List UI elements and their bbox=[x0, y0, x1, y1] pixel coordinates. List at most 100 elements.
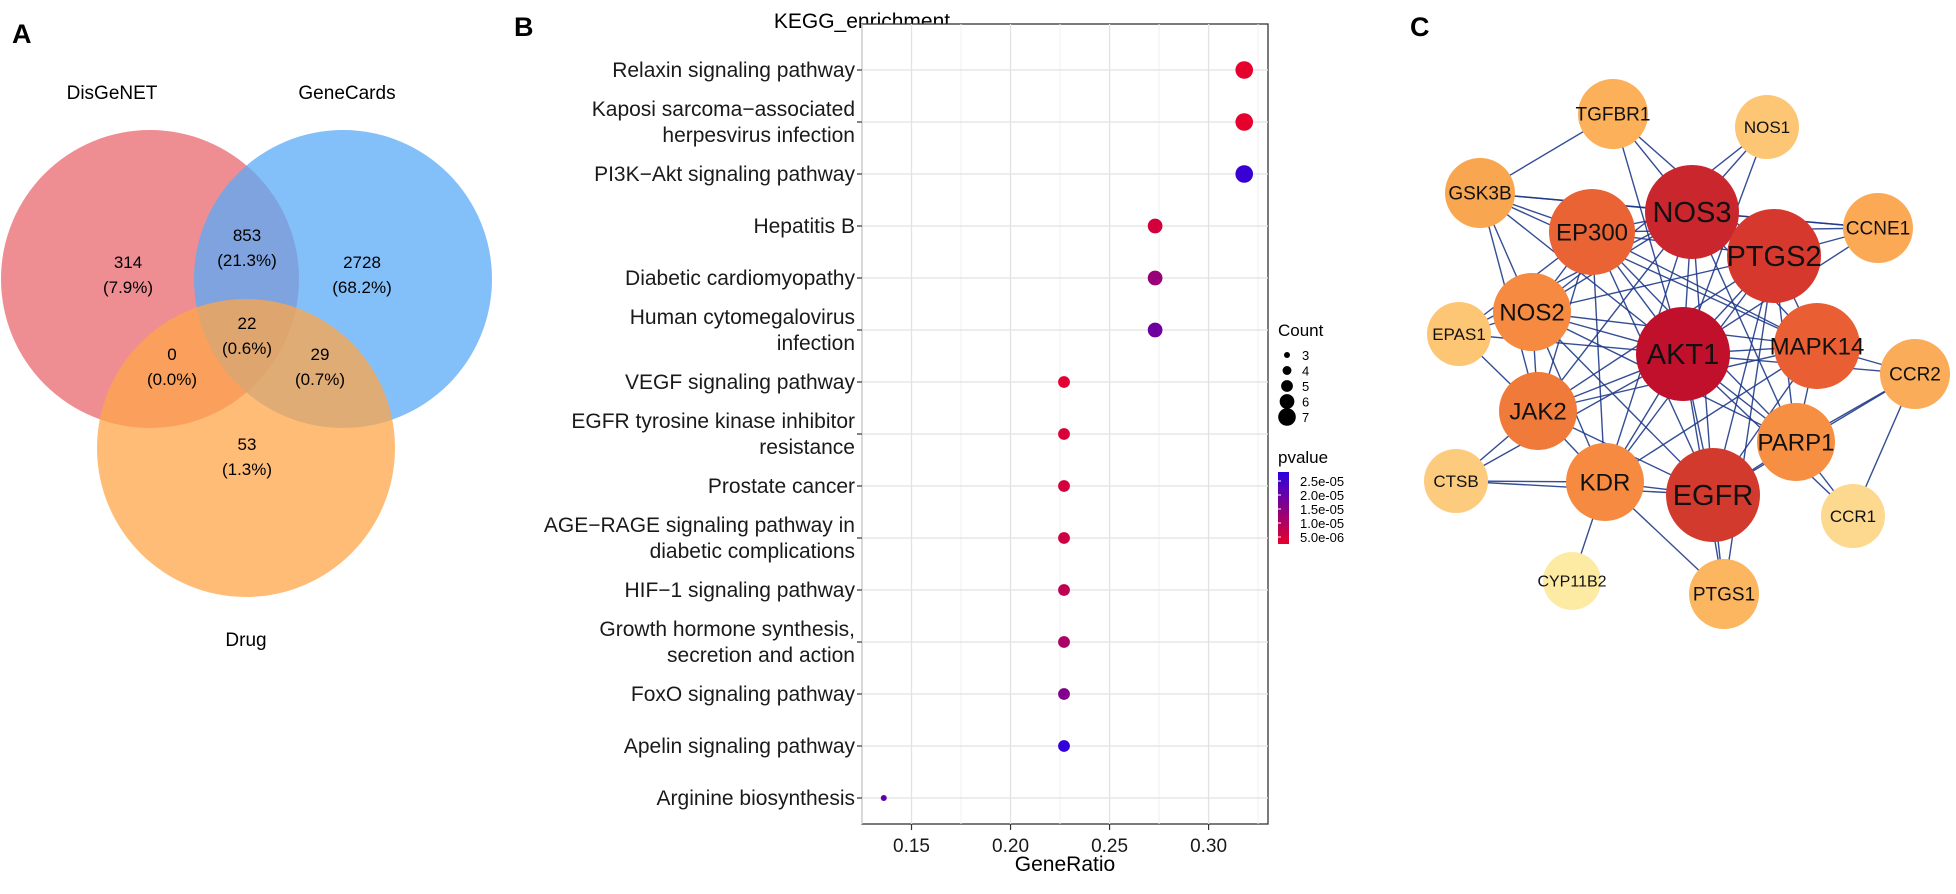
dot-point bbox=[1235, 61, 1254, 79]
venn-count: 29 bbox=[311, 345, 330, 364]
network-node-label: PTGS1 bbox=[1693, 585, 1755, 606]
pathway-label: Arginine biosynthesis bbox=[657, 787, 855, 810]
network-node-circle bbox=[1821, 484, 1885, 548]
color-legend-labels: 2.5e-052.0e-051.5e-051.0e-055.0e-06 bbox=[1278, 474, 1344, 545]
network-node-egfr: EGFR bbox=[1666, 448, 1760, 542]
color-legend-label: 2.5e-05 bbox=[1300, 474, 1344, 489]
venn-percent: (7.9%) bbox=[103, 278, 153, 297]
network-node-kdr: KDR bbox=[1566, 443, 1644, 521]
network-node-mapk14: MAPK14 bbox=[1770, 303, 1865, 389]
venn-percent: (0.6%) bbox=[222, 339, 272, 358]
dot-point bbox=[1147, 322, 1163, 338]
panel-label-c: C bbox=[1410, 12, 1430, 42]
network-node-circle bbox=[1499, 372, 1577, 450]
venn-region-genecards-only: 2728 (68.2%) bbox=[332, 253, 392, 297]
network-node-label: CTSB bbox=[1433, 472, 1478, 491]
dot-point bbox=[1058, 428, 1070, 440]
color-legend-title: pvalue bbox=[1278, 448, 1328, 467]
network-node-circle bbox=[1493, 273, 1571, 351]
size-legend-dot bbox=[1278, 408, 1296, 426]
network-node-label: EP300 bbox=[1556, 219, 1628, 246]
size-legend-dot bbox=[1279, 394, 1295, 409]
size-legend-label: 5 bbox=[1302, 379, 1309, 394]
size-legend-dot bbox=[1281, 380, 1293, 392]
network-node-label: PTGS2 bbox=[1726, 241, 1821, 273]
size-legend-label: 6 bbox=[1302, 395, 1309, 410]
network-node-label: CCR1 bbox=[1830, 507, 1876, 526]
network-node-ctsb: CTSB bbox=[1424, 449, 1488, 513]
venn-region-disgenet-drug: 0 (0.0%) bbox=[147, 345, 197, 389]
network-node-circle bbox=[1666, 448, 1760, 542]
x-axis-label: GeneRatio bbox=[1015, 853, 1115, 876]
network-node-label: CCNE1 bbox=[1846, 219, 1910, 240]
venn-percent: (0.7%) bbox=[295, 370, 345, 389]
network-node-circle bbox=[1549, 189, 1635, 275]
color-legend-label: 1.5e-05 bbox=[1300, 502, 1344, 517]
pathway-label: Kaposi sarcoma−associated herpesvirus inf… bbox=[592, 98, 855, 147]
dot-point bbox=[1235, 165, 1254, 183]
x-tick-label: 0.20 bbox=[992, 836, 1029, 857]
pathway-label: Growth hormone synthesis, secretion and a… bbox=[599, 618, 855, 667]
venn-percent: (21.3%) bbox=[217, 251, 277, 270]
venn-set-label-genecards: GeneCards bbox=[298, 83, 395, 104]
network-edge bbox=[1479, 192, 1818, 347]
network-node-label: KDR bbox=[1580, 469, 1631, 496]
network-node-label: JAK2 bbox=[1509, 398, 1566, 425]
pathway-label: Prostate cancer bbox=[708, 475, 855, 498]
x-tick-label: 0.15 bbox=[893, 836, 930, 857]
dot-point bbox=[1058, 532, 1070, 544]
network-node-parp1: PARP1 bbox=[1757, 403, 1835, 481]
network-node-nos2: NOS2 bbox=[1493, 273, 1571, 351]
size-legend-label: 4 bbox=[1302, 364, 1309, 379]
network-node-ccr1: CCR1 bbox=[1821, 484, 1885, 548]
dot-point bbox=[880, 795, 887, 801]
size-legend-label: 3 bbox=[1302, 348, 1309, 363]
plot-gridlines bbox=[861, 24, 1268, 824]
network-node-label: TGFBR1 bbox=[1576, 105, 1651, 126]
network-node-ccr2: CCR2 bbox=[1880, 339, 1950, 409]
pathway-label: VEGF signaling pathway bbox=[625, 371, 855, 394]
venn-set-label-drug: Drug bbox=[225, 630, 266, 651]
color-legend-bar bbox=[1278, 472, 1289, 544]
network-node-jak2: JAK2 bbox=[1499, 372, 1577, 450]
network-node-nos1: NOS1 bbox=[1735, 95, 1799, 159]
x-tick-label: 0.25 bbox=[1091, 836, 1128, 857]
network-node-circle bbox=[1424, 449, 1488, 513]
network-node-circle bbox=[1427, 302, 1491, 366]
network-node-label: CCR2 bbox=[1889, 365, 1941, 386]
venn-count: 314 bbox=[114, 253, 142, 272]
venn-panel: A DisGeNET GeneCards Drug 314 (7.9%) 853… bbox=[1, 19, 492, 651]
network-nodes: AKT1 NOS3 EGFR PTGS2 MAPK14 EP300 JAK2 KDR NOS2 P… bbox=[1424, 79, 1950, 629]
dot-point bbox=[1058, 688, 1070, 700]
color-legend-label: 1.0e-05 bbox=[1300, 516, 1344, 531]
dot-point bbox=[1147, 218, 1163, 234]
network-node-circle bbox=[1636, 307, 1730, 401]
network-node-tgfbr1: TGFBR1 bbox=[1576, 79, 1651, 149]
venn-circle-drug bbox=[97, 299, 395, 597]
pathway-label: AGE−RAGE signaling pathway in diabetic co… bbox=[544, 514, 855, 563]
network-node-label: NOS3 bbox=[1653, 197, 1732, 229]
network-node-ccne1: CCNE1 bbox=[1843, 193, 1913, 263]
network-node-epas1: EPAS1 bbox=[1427, 302, 1491, 366]
network-node-circle bbox=[1566, 443, 1644, 521]
venn-count: 22 bbox=[238, 314, 257, 333]
venn-region-all-three: 22 (0.6%) bbox=[222, 314, 272, 358]
kegg-panel: B KEGG_enrichment Relaxin signaling path… bbox=[514, 10, 1344, 876]
pathway-label: Hepatitis B bbox=[753, 215, 855, 238]
dot-point bbox=[1235, 113, 1254, 131]
size-legend-label: 7 bbox=[1302, 410, 1309, 425]
network-node-circle bbox=[1735, 95, 1799, 159]
pathway-label: FoxO signaling pathway bbox=[631, 683, 856, 706]
dot-point bbox=[1147, 270, 1163, 286]
pathway-label: EGFR tyrosine kinase inhibitor resistance bbox=[571, 410, 855, 459]
pathway-label: Diabetic cardiomyopathy bbox=[625, 267, 855, 290]
venn-percent: (68.2%) bbox=[332, 278, 392, 297]
venn-count: 0 bbox=[167, 345, 176, 364]
size-legend-dot bbox=[1282, 366, 1292, 375]
network-node-label: EPAS1 bbox=[1432, 325, 1486, 344]
network-panel: C AKT1 NOS3 EGFR PTGS2 MAPK14 EP300 JAK2 KDR NOS… bbox=[1410, 12, 1950, 629]
network-node-ep300: EP300 bbox=[1549, 189, 1635, 275]
network-node-label: MAPK14 bbox=[1770, 333, 1865, 360]
